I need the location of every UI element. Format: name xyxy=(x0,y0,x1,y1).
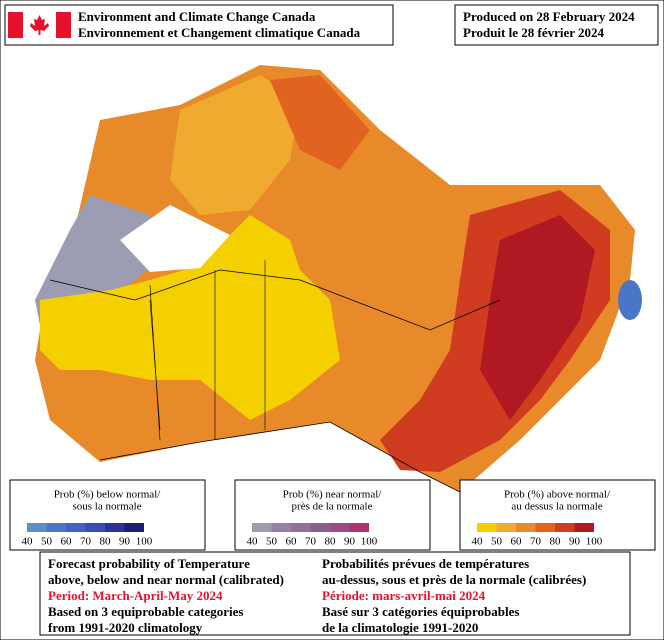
legend-box xyxy=(234,479,431,551)
legend-swatch xyxy=(66,523,86,532)
legend-swatch xyxy=(516,523,536,532)
region-dark-red xyxy=(480,215,595,420)
legend-swatch xyxy=(291,523,311,532)
legend-swatch xyxy=(85,523,105,532)
legend-box xyxy=(9,479,206,551)
border xyxy=(99,421,461,493)
region-blue xyxy=(618,280,642,320)
legend-swatch xyxy=(477,523,497,532)
region-light-orange xyxy=(170,75,300,215)
legend-title: Prob (%) above normal/ xyxy=(504,489,611,501)
legend-tick: 80 xyxy=(325,536,337,548)
legend-tick: 50 xyxy=(41,536,53,548)
legend-swatch xyxy=(27,523,47,532)
legend-tick: 40 xyxy=(472,536,484,548)
legend-title: sous la normale xyxy=(72,501,141,513)
legend-swatch xyxy=(330,523,350,532)
legend-tick: 70 xyxy=(80,536,92,548)
legend-swatch xyxy=(46,523,66,532)
legend-tick: 90 xyxy=(569,536,581,548)
footer-line: Period: March-April-May 2024 xyxy=(48,588,223,603)
footer-line: au-dessus, sous et près de la normale (c… xyxy=(322,572,586,587)
produced-date: Produit le 28 février 2024 xyxy=(463,25,605,40)
legend-swatch xyxy=(574,523,594,532)
footer-line: Based on 3 equiprobable categories xyxy=(48,604,244,619)
border xyxy=(49,269,501,331)
header-title: Environnement et Changement climatique C… xyxy=(78,25,361,40)
footer-line: de la climatologie 1991-2020 xyxy=(322,620,478,635)
legend-title: Prob (%) near normal/ xyxy=(283,489,383,501)
map xyxy=(35,65,642,493)
legend-tick: 90 xyxy=(344,536,356,548)
legend-swatch xyxy=(535,523,555,532)
legend-tick: 100 xyxy=(361,536,378,548)
flag xyxy=(8,12,71,38)
footer-line: Probabilités prévues de températures xyxy=(322,556,529,571)
legend-tick: 50 xyxy=(266,536,278,548)
legend-tick: 100 xyxy=(586,536,603,548)
footer-line: Période: mars-avril-mai 2024 xyxy=(322,588,486,603)
region-red-north xyxy=(270,75,370,170)
legend-tick: 70 xyxy=(305,536,317,548)
legend-title: Prob (%) below normal/ xyxy=(54,489,162,501)
produced-date: Produced on 28 February 2024 xyxy=(463,9,635,24)
border xyxy=(149,284,161,441)
legend-tick: 40 xyxy=(22,536,34,548)
legend-swatch xyxy=(105,523,125,532)
legend-tick: 90 xyxy=(119,536,131,548)
footer-line: Forecast probability of Temperature xyxy=(48,556,250,571)
legend-swatch xyxy=(124,523,144,532)
legend-tick: 50 xyxy=(491,536,503,548)
legend-tick: 70 xyxy=(530,536,542,548)
region-nodata xyxy=(120,205,230,272)
legend-swatch xyxy=(252,523,272,532)
legend-swatch xyxy=(496,523,516,532)
footer-box xyxy=(39,551,631,636)
legend-title: au dessus la normale xyxy=(511,501,602,513)
footer-line: Basé sur 3 catégories équiprobables xyxy=(322,604,519,619)
legend-tick: 60 xyxy=(61,536,73,548)
legend-title: près de la normale xyxy=(292,501,373,513)
legend-tick: 80 xyxy=(100,536,112,548)
legend-tick: 80 xyxy=(550,536,562,548)
header-title: Environment and Climate Change Canada xyxy=(78,9,316,24)
legend-swatch xyxy=(555,523,575,532)
legend-box xyxy=(459,479,656,551)
legend-tick: 40 xyxy=(247,536,259,548)
legend-tick: 60 xyxy=(286,536,298,548)
footer-line: from 1991-2020 climatology xyxy=(48,620,203,635)
legend-tick: 100 xyxy=(136,536,153,548)
legend-tick: 60 xyxy=(511,536,523,548)
produced-box xyxy=(454,4,659,46)
legend-swatch xyxy=(310,523,330,532)
legend-swatch xyxy=(349,523,369,532)
legend-swatch xyxy=(271,523,291,532)
footer-line: above, below and near normal (calibrated… xyxy=(48,572,284,587)
